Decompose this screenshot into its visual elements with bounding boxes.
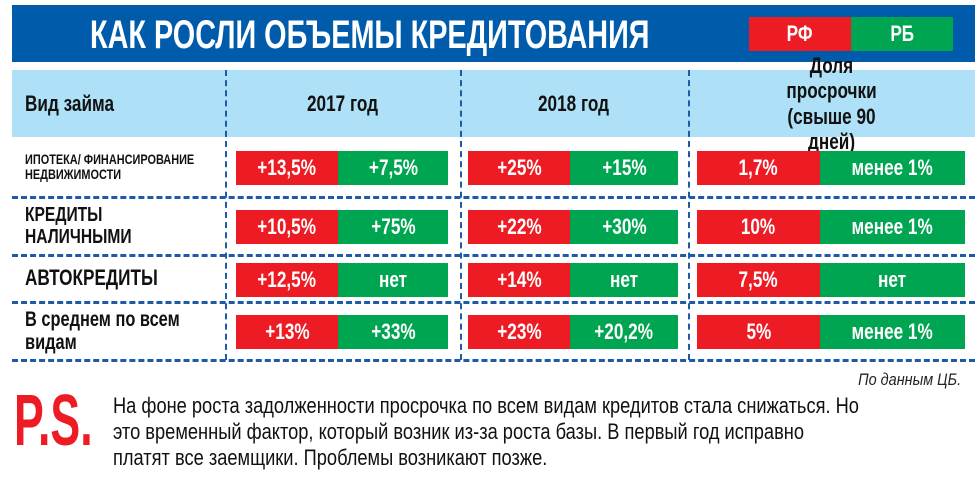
header-overdue: Доля просрочки (свыше 90 дней) bbox=[688, 53, 975, 154]
value-label: +12,5% bbox=[257, 266, 317, 292]
value-label: +20,2% bbox=[594, 319, 654, 344]
value-label: нет bbox=[609, 266, 639, 292]
legend-rf: РФ bbox=[749, 17, 851, 51]
header-2017-label: 2017 год bbox=[306, 90, 379, 116]
y2017-rf-value: +10,5% bbox=[236, 210, 338, 244]
header-2017: 2017 год bbox=[225, 70, 460, 137]
value-label: +33% bbox=[370, 319, 416, 344]
overdue-rf-value: 5% bbox=[697, 315, 820, 349]
y2017-rb-value: +33% bbox=[338, 315, 448, 349]
row-divider bbox=[12, 254, 975, 257]
y2017-rb-value: нет bbox=[338, 262, 448, 297]
y2017-rb-value: +75% bbox=[338, 210, 448, 244]
header-loan-type: Вид займа bbox=[12, 70, 122, 137]
value-label: 7,5% bbox=[738, 266, 779, 292]
header-loan-type-label: Вид займа bbox=[25, 90, 115, 116]
value-label: нет bbox=[378, 266, 408, 292]
row-divider bbox=[12, 301, 975, 304]
row-divider bbox=[12, 359, 975, 362]
row-label: В среднем по всем видам bbox=[25, 302, 255, 360]
ps-text: На фоне роста задолженности просрочка по… bbox=[113, 393, 859, 470]
overdue-rb-value: нет bbox=[820, 262, 965, 297]
row-label: КРЕДИТЫ НАЛИЧНЫМИ bbox=[25, 197, 255, 255]
overdue-rf-value: 1,7% bbox=[697, 151, 820, 185]
value-label: +23% bbox=[496, 319, 542, 344]
overdue-rf-value: 7,5% bbox=[697, 262, 820, 297]
y2018-rf-value: +25% bbox=[468, 151, 570, 185]
overdue-rf-value: 10% bbox=[697, 210, 820, 244]
row-label-text: АВТОКРЕДИТЫ bbox=[25, 265, 158, 291]
row-label-text: В среднем по всем видам bbox=[25, 307, 180, 354]
overdue-rb-value: менее 1% bbox=[820, 315, 965, 349]
value-label: +22% bbox=[496, 214, 542, 239]
y2018-rf-value: +22% bbox=[468, 210, 570, 244]
row-divider bbox=[12, 196, 975, 199]
page-title: КАК РОСЛИ ОБЪЕМЫ КРЕДИТОВАНИЯ bbox=[90, 13, 650, 57]
column-divider bbox=[688, 70, 690, 360]
table-header: Вид займа 2017 год 2018 год Доля просроч… bbox=[12, 53, 975, 154]
legend-rb-label: РБ bbox=[890, 21, 914, 46]
value-label: +7,5% bbox=[368, 155, 418, 180]
value-label: +30% bbox=[601, 214, 647, 239]
legend-rf-label: РФ bbox=[787, 21, 813, 46]
source-note: По данным ЦБ. bbox=[840, 370, 961, 390]
value-label: +13,5% bbox=[257, 155, 317, 180]
value-label: +14% bbox=[496, 266, 542, 292]
source-note-text: По данным ЦБ. bbox=[858, 370, 961, 389]
column-divider bbox=[460, 70, 462, 360]
overdue-rb-value: менее 1% bbox=[820, 151, 965, 185]
y2018-rb-value: нет bbox=[570, 262, 678, 297]
value-label: нет bbox=[878, 266, 907, 292]
row-label: ИПОТЕКА/ ФИНАНСИРОВАНИЕ НЕДВИЖИМОСТИ bbox=[25, 137, 275, 197]
value-label: +15% bbox=[601, 155, 647, 180]
row-label-text: КРЕДИТЫ НАЛИЧНЫМИ bbox=[25, 204, 132, 248]
y2018-rf-value: +14% bbox=[468, 262, 570, 297]
row-label-text: ИПОТЕКА/ ФИНАНСИРОВАНИЕ НЕДВИЖИМОСТИ bbox=[25, 150, 195, 182]
header-2018: 2018 год bbox=[460, 70, 688, 137]
y2018-rb-value: +15% bbox=[570, 151, 678, 185]
y2017-rf-value: +13,5% bbox=[236, 151, 338, 185]
row-label: АВТОКРЕДИТЫ bbox=[25, 255, 255, 302]
ps-mark: P.S. bbox=[14, 381, 93, 461]
header-overdue-label: Доля просрочки (свыше 90 дней) bbox=[786, 52, 877, 154]
header-2018-label: 2018 год bbox=[538, 90, 610, 116]
y2017-rf-value: +13% bbox=[236, 315, 338, 349]
value-label: 5% bbox=[746, 319, 771, 344]
overdue-rb-value: менее 1% bbox=[820, 210, 965, 244]
value-label: +10,5% bbox=[257, 214, 317, 239]
legend-rb: РБ bbox=[851, 17, 953, 51]
value-label: 1,7% bbox=[738, 155, 779, 180]
value-label: +13% bbox=[264, 319, 310, 344]
value-label: менее 1% bbox=[851, 214, 934, 239]
value-label: +25% bbox=[496, 155, 542, 180]
y2017-rf-value: +12,5% bbox=[236, 262, 338, 297]
value-label: менее 1% bbox=[851, 155, 934, 180]
y2017-rb-value: +7,5% bbox=[338, 151, 448, 185]
value-label: 10% bbox=[741, 214, 776, 239]
title-bar: КАК РОСЛИ ОБЪЕМЫ КРЕДИТОВАНИЯ РФ РБ bbox=[12, 5, 975, 62]
value-label: менее 1% bbox=[851, 319, 934, 344]
y2018-rf-value: +23% bbox=[468, 315, 570, 349]
column-divider bbox=[225, 70, 227, 360]
value-label: +75% bbox=[370, 214, 416, 239]
y2018-rb-value: +30% bbox=[570, 210, 678, 244]
y2018-rb-value: +20,2% bbox=[570, 315, 678, 349]
